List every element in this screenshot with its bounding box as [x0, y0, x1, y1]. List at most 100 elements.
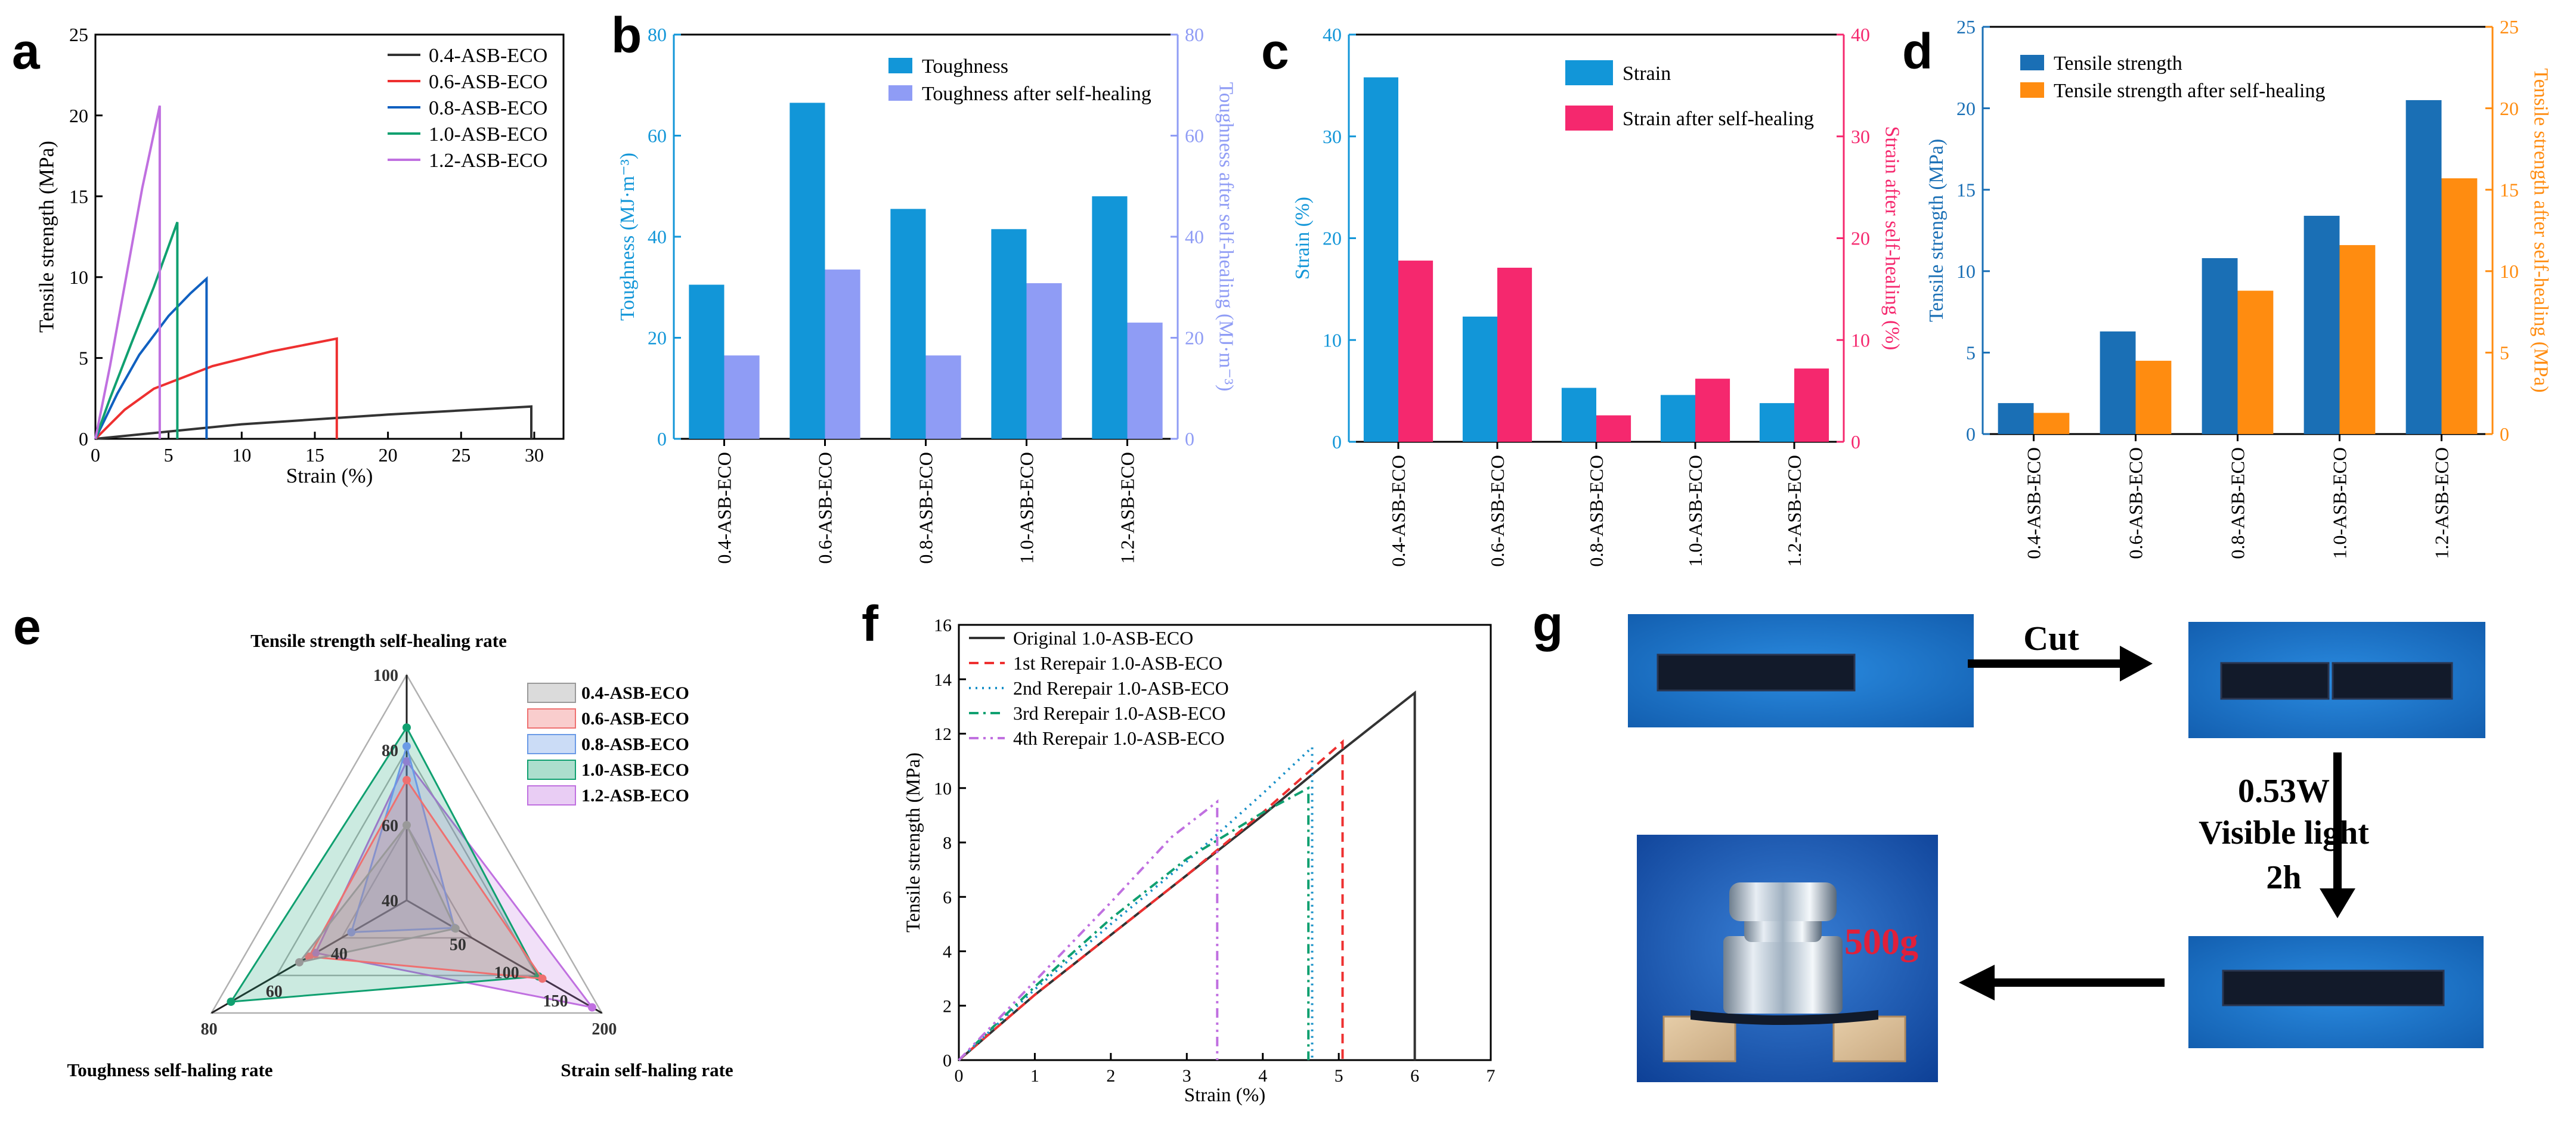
y-tick-label-right: 25	[2500, 16, 2519, 38]
bar-strain-after-self-healing	[1596, 415, 1631, 442]
legend-label: 0.6-ASB-ECO	[581, 709, 689, 729]
y-axis-label-right: Toughness after self-healing (MJ·m⁻³)	[1215, 82, 1237, 392]
legend-label: 0.4-ASB-ECO	[429, 45, 547, 67]
x-tick-label: 1.2-ASB-ECO	[2431, 447, 2453, 559]
arrow-load-head	[1959, 965, 1995, 1000]
legend-swatch	[888, 58, 912, 73]
x-tick-label: 1.2-ASB-ECO	[1117, 452, 1138, 564]
legend-label: 4th Rerepair 1.0-ASB-ECO	[1013, 727, 1225, 749]
x-tick-label: 0.8-ASB-ECO	[915, 452, 937, 564]
y-tick-label: 15	[69, 185, 88, 207]
legend-label: 1.2-ASB-ECO	[581, 786, 689, 806]
radar-point	[305, 952, 314, 961]
y-tick-label: 0	[79, 428, 88, 450]
y-tick-label-right: 10	[2500, 261, 2519, 282]
bar-strain	[1660, 395, 1695, 442]
radar-grid-ring	[210, 673, 603, 1014]
y-tick-label-right: 20	[1851, 228, 1870, 249]
radar-point	[402, 821, 411, 829]
y-axis-label-left: Tensile strength (MPa)	[1925, 139, 1948, 322]
y-tick-label-right: 20	[2500, 98, 2519, 119]
legend-label: Toughness	[922, 55, 1008, 78]
y-tick-label: 10	[69, 267, 88, 288]
x-tick-label: 30	[525, 444, 544, 466]
radar-axis-title: Strain self-haling rate	[561, 1060, 733, 1080]
bar-toughness-after-self-healing	[1026, 283, 1062, 439]
bar-toughness-after-self-healing	[724, 355, 760, 439]
y-tick-label-left: 0	[1966, 423, 1976, 445]
series-line	[958, 799, 1219, 1061]
x-tick-label: 6	[1410, 1066, 1419, 1086]
y-tick-label-right: 60	[1185, 125, 1204, 147]
series-line	[95, 405, 532, 440]
y-tick-label-left: 25	[1956, 16, 1976, 38]
legend-swatch	[1565, 60, 1613, 85]
radar-grid-ring	[340, 823, 473, 939]
chart-b: 0 0 20 20 40 40 60 60 80 80 0.4-ASB-ECO 0.6-ASB-ECO…	[617, 24, 1237, 563]
y-tick-label: 20	[69, 105, 88, 126]
legend-label: Toughness after self-healing	[922, 83, 1151, 105]
x-tick-label: 15	[305, 444, 324, 466]
x-tick-label: 25	[451, 444, 470, 466]
plot-frame	[94, 33, 565, 440]
radar-axis-line	[406, 899, 603, 1014]
legend-label: Tensile strength	[2054, 52, 2182, 75]
radar-point	[347, 928, 356, 937]
series-line	[958, 739, 1344, 1061]
y-tick-label-right: 40	[1185, 226, 1204, 247]
y-tick-label-right: 30	[1851, 126, 1870, 147]
y-tick-label-left: 40	[1323, 24, 1342, 45]
weight-neck	[1744, 915, 1822, 942]
bar-toughness	[689, 284, 724, 439]
y-tick-label-left: 20	[1323, 228, 1342, 249]
legend-label: 1.0-ASB-ECO	[429, 123, 547, 145]
bar-strain-after-self-healing	[1695, 379, 1730, 442]
panel-letter-d: d	[1902, 23, 1933, 79]
y-tick-label: 2	[943, 996, 952, 1016]
y-tick-label-left: 0	[657, 428, 667, 450]
radar-point	[402, 723, 411, 732]
y-tick-label: 8	[943, 834, 952, 853]
chart-d: 0 0 5 5 10 10 15 15 20 20 25 25 0.4-ASB-ECO 0.6-ASB-E…	[1925, 16, 2552, 559]
y-axis-label: Tensile strength (MPa)	[35, 141, 58, 333]
legend-swatch	[527, 708, 576, 729]
legend-label: Tensile strength after self-healing	[2054, 80, 2326, 102]
radar-tick-label: 60	[266, 983, 283, 1001]
y-axis-label-left: Toughness (MJ·m⁻³)	[617, 153, 639, 321]
legend-swatch	[2020, 82, 2044, 98]
y-axis-label-right: Tensile strength after self-healing (MPa…	[2529, 68, 2552, 392]
radar-grid-ring	[275, 748, 538, 977]
radar-point	[538, 974, 547, 983]
x-tick-label: 1	[1030, 1066, 1039, 1086]
bar-tensile-strength-after-self-healing	[2135, 361, 2172, 434]
bar-tensile-strength	[2303, 215, 2340, 434]
bar-toughness	[1092, 196, 1128, 439]
series-line	[94, 275, 208, 439]
legend-swatch	[888, 85, 912, 101]
y-tick-label-left: 10	[1956, 261, 1976, 282]
y-tick-label-right: 5	[2500, 342, 2509, 364]
panel-letter-g: g	[1532, 596, 1563, 652]
chart-c: 0 0 10 10 20 20 30 30 40 40 0.4-ASB-ECO 0.6-ASB-ECO…	[1292, 24, 1903, 566]
sample-strip-loaded	[1690, 1010, 1878, 1025]
radar-series-area	[350, 743, 456, 934]
panel-letter-c: c	[1261, 23, 1289, 79]
sample-strip-intact	[1657, 653, 1856, 692]
x-tick-label: 10	[232, 444, 251, 466]
radar-tick-label: 60	[382, 817, 398, 835]
x-axis-label: Strain (%)	[1184, 1085, 1266, 1106]
x-tick-label: 0.8-ASB-ECO	[1586, 455, 1607, 567]
x-tick-label: 1.0-ASB-ECO	[1685, 455, 1706, 567]
x-tick-label: 0.6-ASB-ECO	[815, 452, 836, 564]
x-tick-label: 2	[1106, 1066, 1115, 1086]
x-tick-label: 0.4-ASB-ECO	[1388, 455, 1409, 567]
panel-letter-a: a	[12, 23, 41, 79]
radar-series-area	[307, 778, 544, 980]
y-tick-label-left: 30	[1323, 126, 1342, 147]
bar-tensile-strength	[2202, 258, 2238, 434]
legend-label: 1.0-ASB-ECO	[581, 760, 689, 780]
time-label: 2h	[2266, 859, 2301, 896]
x-axis-label: Strain (%)	[286, 464, 373, 488]
